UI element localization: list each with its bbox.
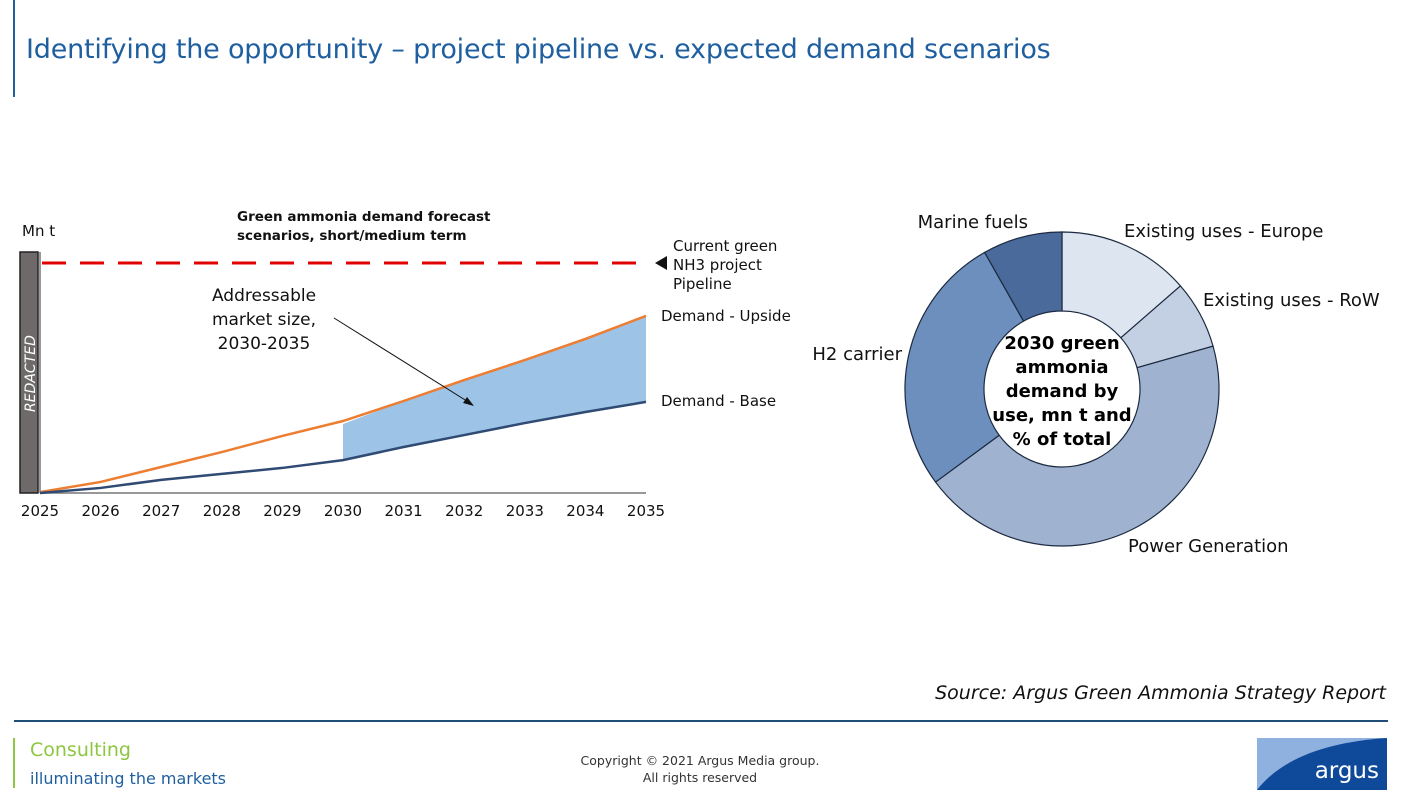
chart-title-line: Green ammonia demand forecast bbox=[237, 209, 491, 225]
slice-label: Power Generation bbox=[1128, 536, 1289, 557]
x-tick-label: 2034 bbox=[566, 502, 604, 520]
redacted-bar bbox=[19, 251, 39, 494]
series-label-upside: Demand - Upside bbox=[661, 307, 791, 325]
donut-center-label-line: use, mn t and bbox=[992, 405, 1131, 426]
series-label-base: Demand - Base bbox=[661, 392, 776, 410]
pipeline-label-line: Current green bbox=[673, 237, 777, 255]
donut-center-label-line: % of total bbox=[1013, 429, 1112, 450]
area-annotation-line: market size, bbox=[212, 310, 316, 330]
area-annotation-line: Addressable bbox=[212, 286, 316, 306]
x-tick-label: 2027 bbox=[142, 502, 180, 520]
x-tick-label: 2028 bbox=[203, 502, 241, 520]
donut-center-label-line: demand by bbox=[1006, 381, 1119, 402]
area-annotation-line: 2030-2035 bbox=[218, 334, 311, 354]
pipeline-label-line: NH3 project bbox=[673, 256, 762, 274]
annotation-arrow bbox=[333, 317, 471, 404]
footer-divider bbox=[14, 720, 1388, 722]
source-note: Source: Argus Green Ammonia Strategy Rep… bbox=[935, 682, 1386, 704]
title-accent-bar bbox=[13, 0, 15, 97]
x-tick-label: 2033 bbox=[506, 502, 544, 520]
x-tick-label: 2030 bbox=[324, 502, 362, 520]
copyright: Copyright © 2021 Argus Media group. All … bbox=[550, 752, 850, 786]
copyright-line2: All rights reserved bbox=[642, 770, 758, 785]
slice-label: Existing uses - Europe bbox=[1124, 221, 1324, 242]
argus-logo: argus bbox=[1257, 738, 1387, 790]
donut-center-label-line: ammonia bbox=[1015, 357, 1108, 378]
donut-slice bbox=[983, 231, 1063, 322]
charts-canvas: Mn t Green ammonia demand forecast scenari… bbox=[19, 209, 1380, 557]
addressable-market-area bbox=[343, 315, 646, 461]
donut-slice bbox=[904, 251, 1025, 483]
x-tick-label: 2029 bbox=[263, 502, 301, 520]
x-tick-label: 2026 bbox=[82, 502, 120, 520]
x-tick-label: 2025 bbox=[21, 502, 59, 520]
y-axis-label: Mn t bbox=[22, 222, 55, 240]
arrowhead-icon bbox=[463, 397, 474, 406]
donut-slice bbox=[934, 345, 1220, 547]
donut-center-label-line: 2030 green bbox=[1004, 333, 1119, 354]
x-tick-label: 2031 bbox=[385, 502, 423, 520]
slice-label: Existing uses - RoW bbox=[1203, 290, 1380, 311]
slice-label: Marine fuels bbox=[918, 212, 1028, 233]
x-tick-label: 2032 bbox=[445, 502, 483, 520]
x-tick-label: 2035 bbox=[627, 502, 665, 520]
slice-label: H2 carrier bbox=[812, 344, 902, 365]
footer-accent-bar bbox=[13, 738, 15, 788]
pipeline-pointer-icon bbox=[655, 256, 667, 270]
chart-title-line: scenarios, short/medium term bbox=[237, 228, 467, 244]
line-chart: Mn t Green ammonia demand forecast scenari… bbox=[19, 209, 791, 520]
donut-chart: Existing uses - Europe Existing uses - Ro… bbox=[812, 212, 1380, 557]
footer-tagline: illuminating the markets bbox=[30, 769, 227, 788]
redacted-label: REDACTED bbox=[23, 335, 39, 412]
page-title: Identifying the opportunity – project pi… bbox=[26, 34, 1051, 65]
pipeline-label-line: Pipeline bbox=[673, 275, 732, 293]
copyright-line1: Copyright © 2021 Argus Media group. bbox=[580, 753, 820, 768]
footer-consulting: Consulting bbox=[30, 739, 131, 761]
logo-text: argus bbox=[1315, 758, 1379, 784]
